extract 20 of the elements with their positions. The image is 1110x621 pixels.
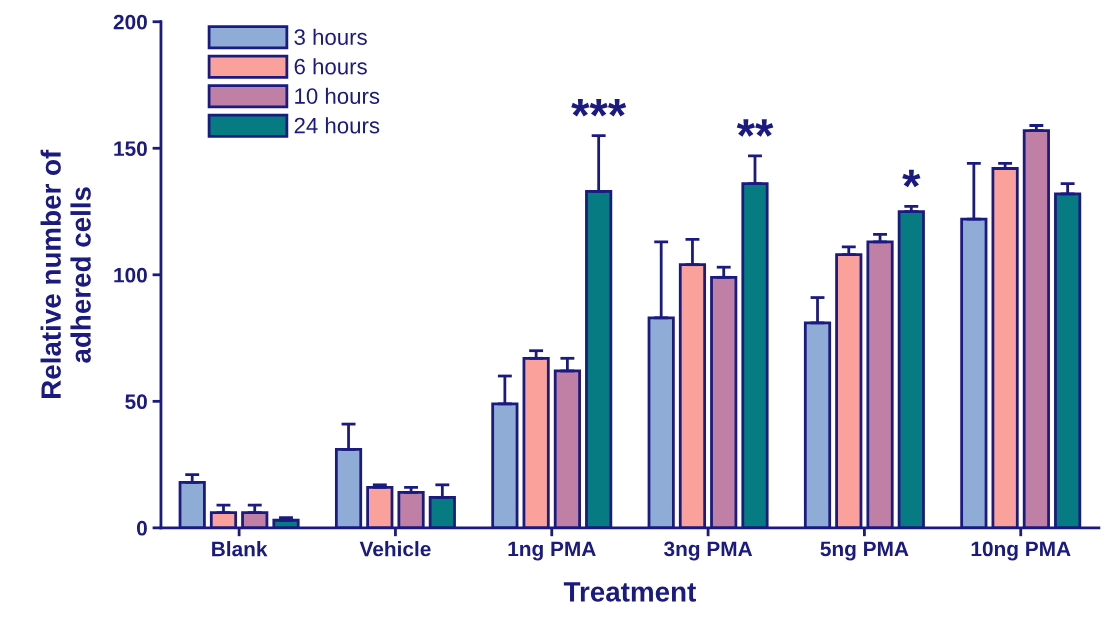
y-tick-label: 50 (125, 394, 147, 410)
legend-label: 6 hours (294, 58, 367, 75)
x-tick-label: Blank (212, 541, 268, 557)
x-tick-label: 1ng PMA (508, 541, 596, 561)
y-axis-title: Relative number of adhered cells (40, 149, 91, 398)
legend-label: 10 hours (295, 87, 380, 104)
annotation: ** (736, 119, 774, 137)
legend-label: 3 hours (294, 28, 367, 45)
x-tick-label: 10ng PMA (971, 541, 1071, 561)
x-axis-title: Treatment (563, 582, 696, 602)
y-tick-label: 0 (136, 520, 147, 536)
y-tick-label: 100 (114, 267, 147, 283)
y-tick-label: 150 (114, 141, 147, 157)
x-tick-label: Vehicle (359, 541, 431, 557)
x-tick-label: 5ng PMA (820, 541, 909, 561)
y-tick-label: 200 (113, 14, 147, 30)
annotation: * (902, 169, 921, 188)
x-tick-label: 3ng PMA (664, 541, 753, 561)
legend-label: 24 hours (294, 117, 380, 134)
annotation: *** (571, 98, 627, 117)
